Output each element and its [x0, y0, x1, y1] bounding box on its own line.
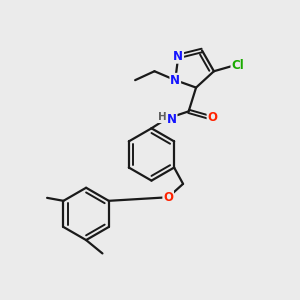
Text: O: O	[163, 191, 173, 204]
Text: N: N	[167, 113, 177, 126]
Text: N: N	[173, 50, 183, 63]
Text: O: O	[207, 111, 218, 124]
Text: Cl: Cl	[231, 59, 244, 72]
Text: H: H	[158, 112, 166, 122]
Text: N: N	[170, 74, 180, 87]
